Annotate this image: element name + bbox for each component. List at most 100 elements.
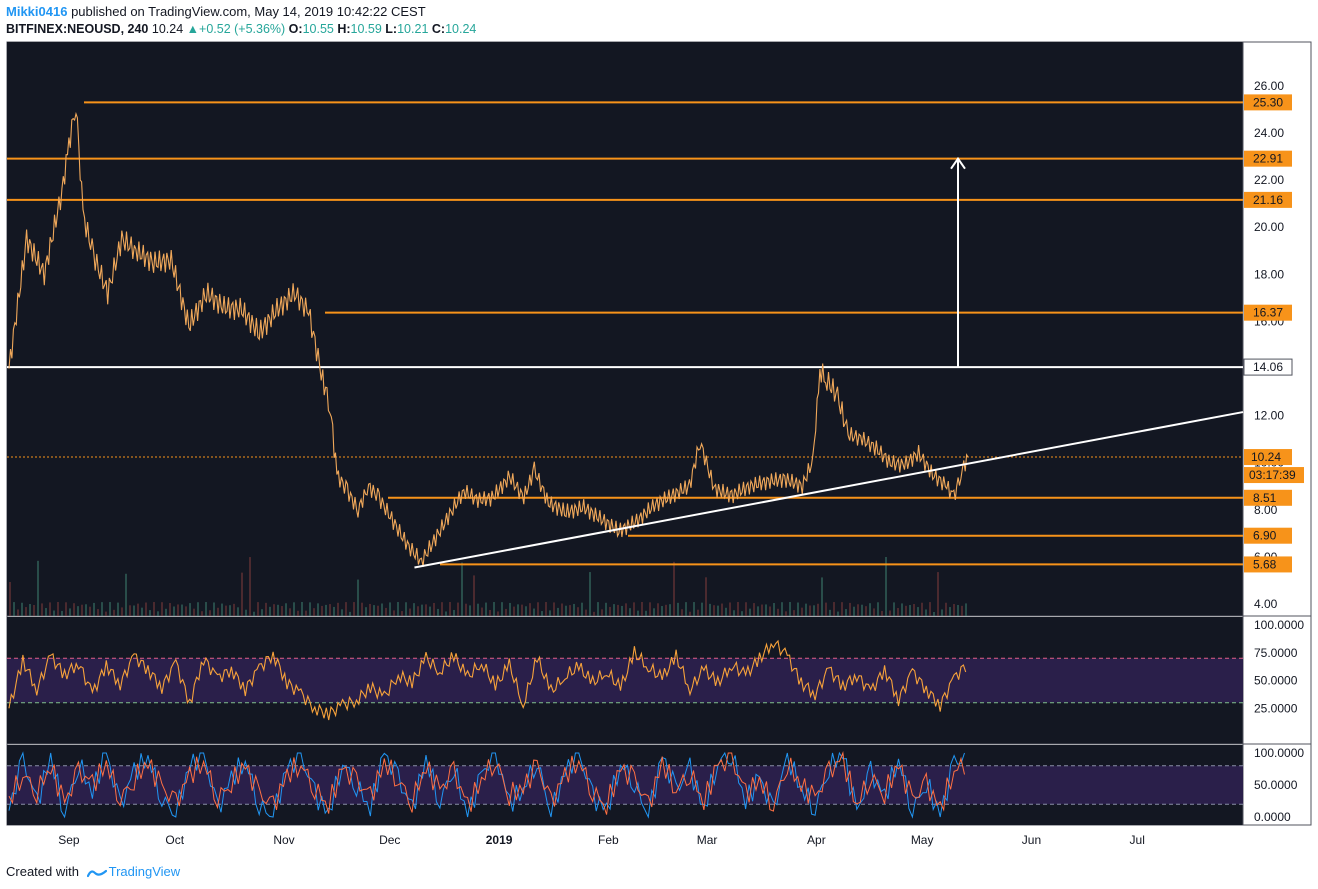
volume-bar	[461, 562, 463, 616]
volume-bar	[529, 603, 531, 616]
price-level-label: 16.37	[1253, 306, 1283, 320]
volume-bar	[489, 609, 491, 616]
volume-bar	[473, 575, 475, 616]
volume-bar	[373, 605, 375, 616]
volume-bar	[13, 602, 15, 616]
volume-bar	[81, 604, 83, 616]
volume-bar	[717, 605, 719, 616]
volume-bar	[401, 611, 403, 616]
volume-bar	[53, 610, 55, 616]
volume-bar	[109, 602, 111, 616]
last-price-badge	[1244, 449, 1292, 466]
tradingview-brand[interactable]: TradingView	[108, 864, 181, 879]
volume-bar	[441, 602, 443, 616]
volume-bar	[69, 608, 71, 616]
volume-bar	[97, 609, 99, 616]
volume-bar	[245, 609, 247, 616]
volume-bar	[73, 603, 75, 616]
x-tick-label: Dec	[379, 833, 400, 847]
y-tick-label: 8.00	[1254, 503, 1278, 517]
volume-bar	[933, 611, 935, 616]
volume-bar	[829, 609, 831, 616]
volume-bar	[61, 610, 63, 616]
volume-bar	[797, 602, 799, 616]
volume-bar	[241, 572, 243, 616]
volume-bar	[657, 603, 659, 616]
volume-bar	[149, 610, 151, 616]
volume-bar	[325, 604, 327, 616]
volume-bar	[685, 602, 687, 616]
y-tick-label: 20.00	[1254, 220, 1284, 234]
x-tick-label: Apr	[807, 833, 826, 847]
volume-bar	[841, 602, 843, 616]
volume-bar	[77, 606, 79, 616]
price-level-label: 25.30	[1253, 95, 1283, 109]
volume-bar	[665, 604, 667, 616]
volume-bar	[697, 609, 699, 616]
volume-bar	[237, 607, 239, 616]
x-tick-label: Feb	[598, 833, 619, 847]
volume-bar	[233, 603, 235, 616]
volume-bar	[409, 608, 411, 616]
volume-bar	[725, 607, 727, 616]
volume-bar	[29, 604, 31, 616]
volume-bar	[957, 604, 959, 616]
volume-bar	[273, 604, 275, 616]
price-level-label: 21.16	[1253, 193, 1283, 207]
volume-bar	[777, 608, 779, 616]
y-tick-label: 12.00	[1254, 409, 1284, 423]
volume-bar	[289, 608, 291, 616]
volume-bar	[621, 605, 623, 616]
price-level-badge	[1244, 150, 1292, 167]
volume-bar	[541, 611, 543, 616]
volume-bar	[649, 602, 651, 616]
volume-bar	[709, 603, 711, 616]
volume-bar	[169, 603, 171, 616]
volume-bar	[737, 602, 739, 616]
volume-bar	[33, 605, 35, 616]
volume-bar	[465, 603, 467, 616]
volume-bar	[549, 610, 551, 616]
volume-bar	[41, 603, 43, 616]
volume-bar	[701, 602, 703, 616]
volume-bar	[893, 602, 895, 616]
volume-bar	[925, 609, 927, 616]
low-value: 10.21	[397, 22, 429, 36]
volume-bar	[805, 603, 807, 616]
price-series-line	[8, 111, 969, 567]
volume-bar	[705, 577, 707, 616]
volume-bar	[161, 602, 163, 616]
volume-bar	[17, 609, 19, 616]
price-level-label: 14.06	[1253, 360, 1283, 374]
volume-bar	[341, 609, 343, 616]
volume-bar	[677, 602, 679, 616]
volume-bar	[569, 605, 571, 616]
author-name[interactable]: Mikki0416	[6, 4, 68, 19]
volume-bar	[577, 607, 579, 616]
volume-bar	[837, 611, 839, 616]
volume-bar	[157, 611, 159, 616]
volume-bar	[165, 608, 167, 616]
x-tick-label: Jun	[1022, 833, 1041, 847]
x-tick-label: May	[911, 833, 934, 847]
y-tick-label: 24.00	[1254, 126, 1284, 140]
volume-bar	[113, 609, 115, 616]
close-value: 10.24	[445, 22, 477, 36]
volume-bar	[89, 606, 91, 616]
stoch-tick-label: 0.0000	[1254, 810, 1291, 824]
tradingview-logo-icon	[86, 869, 107, 877]
volume-bar	[789, 602, 791, 616]
volume-bar	[601, 609, 603, 616]
volume-bar	[101, 602, 103, 616]
volume-bar	[721, 603, 723, 616]
publish-details: published on TradingView.com, May 14, 20…	[71, 4, 426, 19]
open-label: O:	[288, 22, 303, 36]
volume-bar	[481, 607, 483, 616]
volume-bar	[25, 607, 27, 616]
volume-bar	[609, 606, 611, 616]
volume-bar	[49, 602, 51, 616]
price-level-label: 5.68	[1253, 557, 1277, 571]
volume-bar	[553, 602, 555, 616]
volume-bar	[449, 602, 451, 616]
